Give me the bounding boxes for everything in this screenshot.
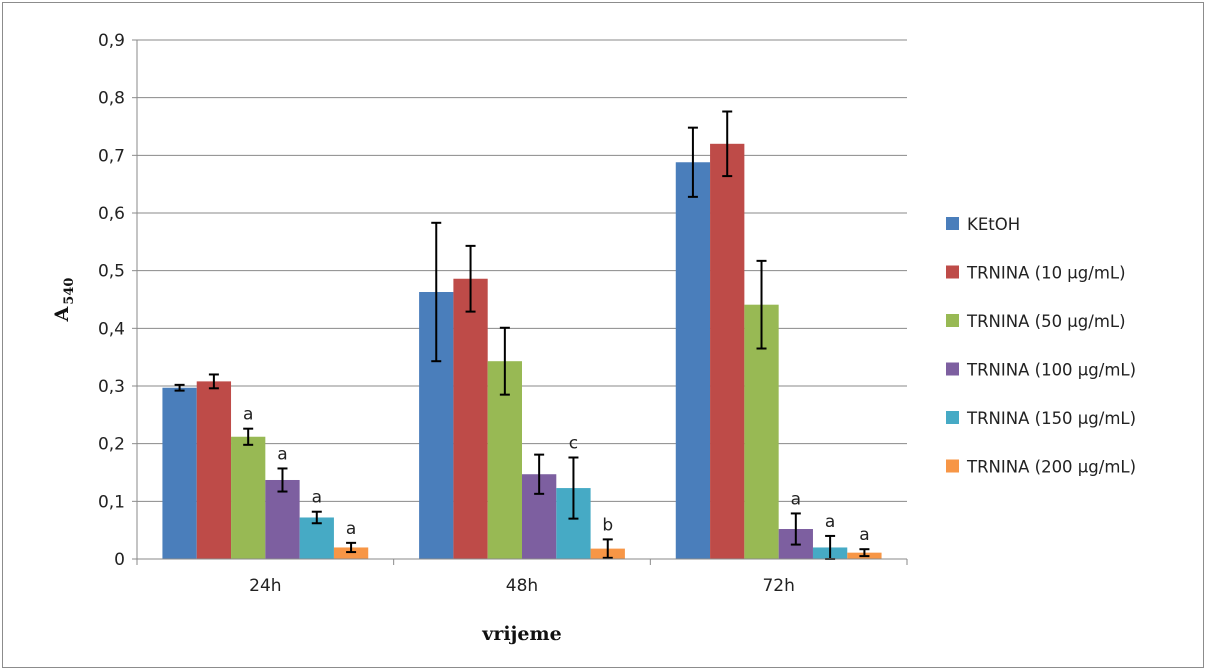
y-tick-label: 0,9 <box>98 31 125 51</box>
bar <box>675 162 711 559</box>
significance-label: a <box>825 512 835 532</box>
y-tick-label: 0,8 <box>98 89 125 109</box>
y-axis-title-subscript: 540 <box>62 278 77 305</box>
x-tick-label: 24h <box>249 576 281 596</box>
y-tick-label: 0,4 <box>98 319 125 339</box>
bar <box>265 479 300 559</box>
y-tick-label: 0,3 <box>98 377 125 397</box>
legend-swatch <box>946 362 959 376</box>
x-tick-label: 48h <box>506 576 538 596</box>
significance-label: b <box>602 515 613 535</box>
bar <box>333 547 369 559</box>
bar <box>299 517 334 559</box>
y-tick-label: 0,6 <box>98 204 125 224</box>
bar <box>231 436 266 559</box>
legend-swatch <box>946 217 959 230</box>
y-tick-label: 0,2 <box>98 435 125 455</box>
legend-swatch <box>946 314 959 327</box>
legend: KEtOH TRNINA (10 µg/mL) TRNINA (50 µg/mL) T… <box>946 215 1136 477</box>
bar <box>196 381 232 559</box>
legend-label: TRNINA (10 µg/mL) <box>966 264 1126 283</box>
y-tick-label: 0,1 <box>98 492 125 512</box>
bars: a a a a c b a a a <box>162 110 882 560</box>
y-axis-title-main: A <box>51 306 73 322</box>
x-axis-title: vrijeme <box>481 623 561 645</box>
significance-label: a <box>243 405 253 425</box>
legend-label: TRNINA (50 µg/mL) <box>966 312 1126 331</box>
significance-label: a <box>346 519 356 539</box>
legend-swatch <box>946 265 959 279</box>
legend-swatch <box>946 411 959 424</box>
significance-label: a <box>859 525 869 545</box>
significance-label: a <box>277 444 287 464</box>
x-tick-label: 72h <box>762 576 794 596</box>
y-tick-label: 0 <box>114 550 125 570</box>
legend-label: TRNINA (100 µg/mL) <box>966 361 1136 380</box>
bar <box>453 278 488 559</box>
legend-swatch <box>946 459 959 473</box>
axes: 0 0,1 0,2 0,3 0,4 0,5 0,6 0,7 0,8 0,9 24h 48h 72h <box>98 31 908 596</box>
bar <box>710 143 745 560</box>
y-tick-label: 0,7 <box>98 146 125 166</box>
bar <box>162 387 197 559</box>
legend-label: TRNINA (150 µg/mL) <box>966 409 1136 428</box>
legend-label: TRNINA (200 µg/mL) <box>966 458 1136 477</box>
y-axis-title: A540 <box>51 278 77 323</box>
legend-label: KEtOH <box>967 215 1020 234</box>
significance-label: a <box>791 489 801 509</box>
significance-label: c <box>569 434 578 454</box>
y-tick-label: 0,5 <box>98 262 125 282</box>
significance-label: a <box>312 488 322 508</box>
